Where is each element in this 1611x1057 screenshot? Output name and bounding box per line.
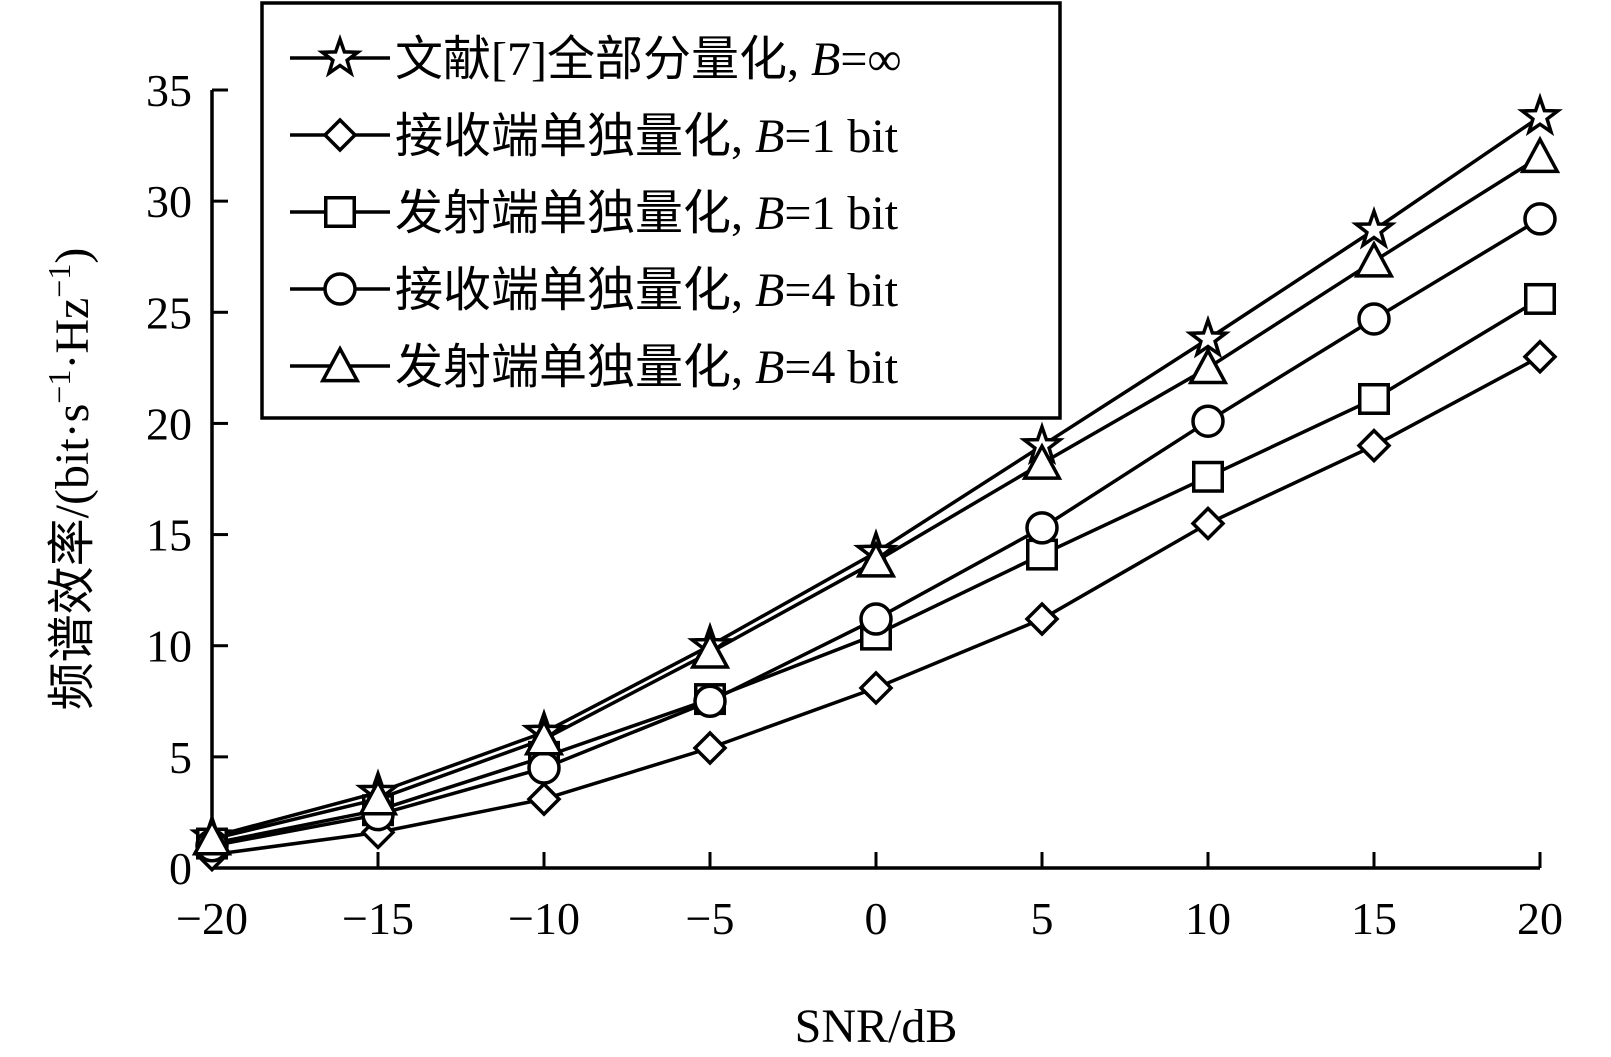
x-tick-label: −15 (342, 893, 414, 944)
circle-marker (1191, 404, 1225, 438)
triangle-marker (689, 631, 731, 669)
circle-marker (859, 602, 893, 636)
triangle-marker (855, 540, 897, 578)
y-tick-label: 25 (146, 287, 192, 338)
triangle-marker (523, 718, 565, 756)
y-tick-label: 0 (169, 843, 192, 894)
y-tick-label: 10 (146, 621, 192, 672)
legend-entry-triangle: 发射端单独量化, B=4 bit (290, 341, 899, 394)
diamond-marker (1356, 428, 1392, 464)
star-marker (317, 33, 363, 78)
y-tick-label: 5 (169, 732, 192, 783)
legend-label: 接收端单独量化, B=1 bit (395, 110, 899, 163)
x-tick-label: −5 (686, 893, 735, 944)
triangle-marker (1021, 442, 1063, 480)
star-marker (1185, 314, 1231, 359)
diamond-marker (322, 117, 358, 153)
diamond-marker (1190, 505, 1226, 541)
circle-marker (527, 751, 561, 785)
plot-area (189, 92, 1563, 873)
diamond-marker (1522, 339, 1558, 375)
star-marker (1517, 92, 1563, 137)
y-axis-title-end: ) (46, 248, 99, 264)
square-marker (324, 196, 356, 228)
triangle-marker (319, 345, 361, 383)
y-tick-label: 15 (146, 510, 192, 561)
y-axis-title-mid: ·Hz (46, 298, 99, 370)
circle-marker (693, 684, 727, 719)
circle-marker (1523, 202, 1557, 236)
triangle-marker (1353, 240, 1395, 278)
x-tick-label: 0 (865, 893, 888, 944)
legend-box (260, 1, 1062, 420)
triangle-marker (1187, 346, 1229, 385)
circle-marker (323, 272, 357, 306)
x-tick-label: 15 (1351, 893, 1397, 944)
x-tick-label: −20 (176, 893, 248, 944)
series-diamond (194, 339, 1558, 873)
diamond-marker (1024, 601, 1060, 637)
x-tick-label: −10 (508, 893, 580, 944)
y-axis-title-main: 频谱效率/(bit·s (46, 404, 99, 711)
circle-marker (1025, 511, 1059, 545)
series-triangle (191, 135, 1561, 856)
triangle-marker (357, 778, 399, 816)
legend-label: 发射端单独量化, B=1 bit (395, 187, 899, 240)
diamond-marker (526, 781, 562, 817)
square-marker (1358, 382, 1390, 415)
y-tick-label: 30 (146, 176, 192, 227)
y-axis-title-sup1: −1 (41, 370, 77, 404)
legend-label: 发射端单独量化, B=4 bit (395, 341, 899, 394)
square-marker (1192, 460, 1224, 493)
x-tick-label: 5 (1031, 893, 1054, 944)
triangle-marker (1519, 135, 1561, 174)
y-ticks: 0 5 10 15 20 25 30 35 (146, 65, 228, 894)
y-tick-label: 20 (146, 398, 192, 449)
star-marker (1351, 205, 1397, 250)
y-axis-title-sup2: −1 (41, 264, 77, 298)
legend-entry-square: 发射端单独量化, B=1 bit (290, 187, 899, 240)
diamond-marker (858, 670, 894, 706)
triangle-marker (191, 818, 233, 856)
legend-label: 接收端单独量化, B=4 bit (395, 264, 899, 317)
legend-entry-circle: 接收端单独量化, B=4 bit (290, 264, 899, 317)
legend-entry-star: 文献[7]全部分量化, B=∞ (290, 33, 902, 86)
x-ticks: −20 −15 −10 −5 0 5 10 15 20 (176, 852, 1563, 944)
square-marker (1524, 282, 1556, 315)
y-axis-title: 频谱效率/(bit·s−1·Hz−1) (41, 248, 99, 711)
circle-marker (1357, 302, 1391, 336)
legend: 文献[7]全部分量化, B=∞ 接收端单独量化, B=1 bit 发射端单独量化, … (260, 1, 1062, 420)
x-tick-label: 10 (1185, 893, 1231, 944)
x-tick-label: 20 (1517, 893, 1563, 944)
legend-label: 文献[7]全部分量化, B=∞ (395, 33, 902, 86)
legend-entry-diamond: 接收端单独量化, B=1 bit (290, 110, 899, 163)
diamond-marker (692, 730, 728, 766)
y-tick-label: 35 (146, 65, 192, 116)
x-axis-title: SNR/dB (795, 1000, 958, 1053)
